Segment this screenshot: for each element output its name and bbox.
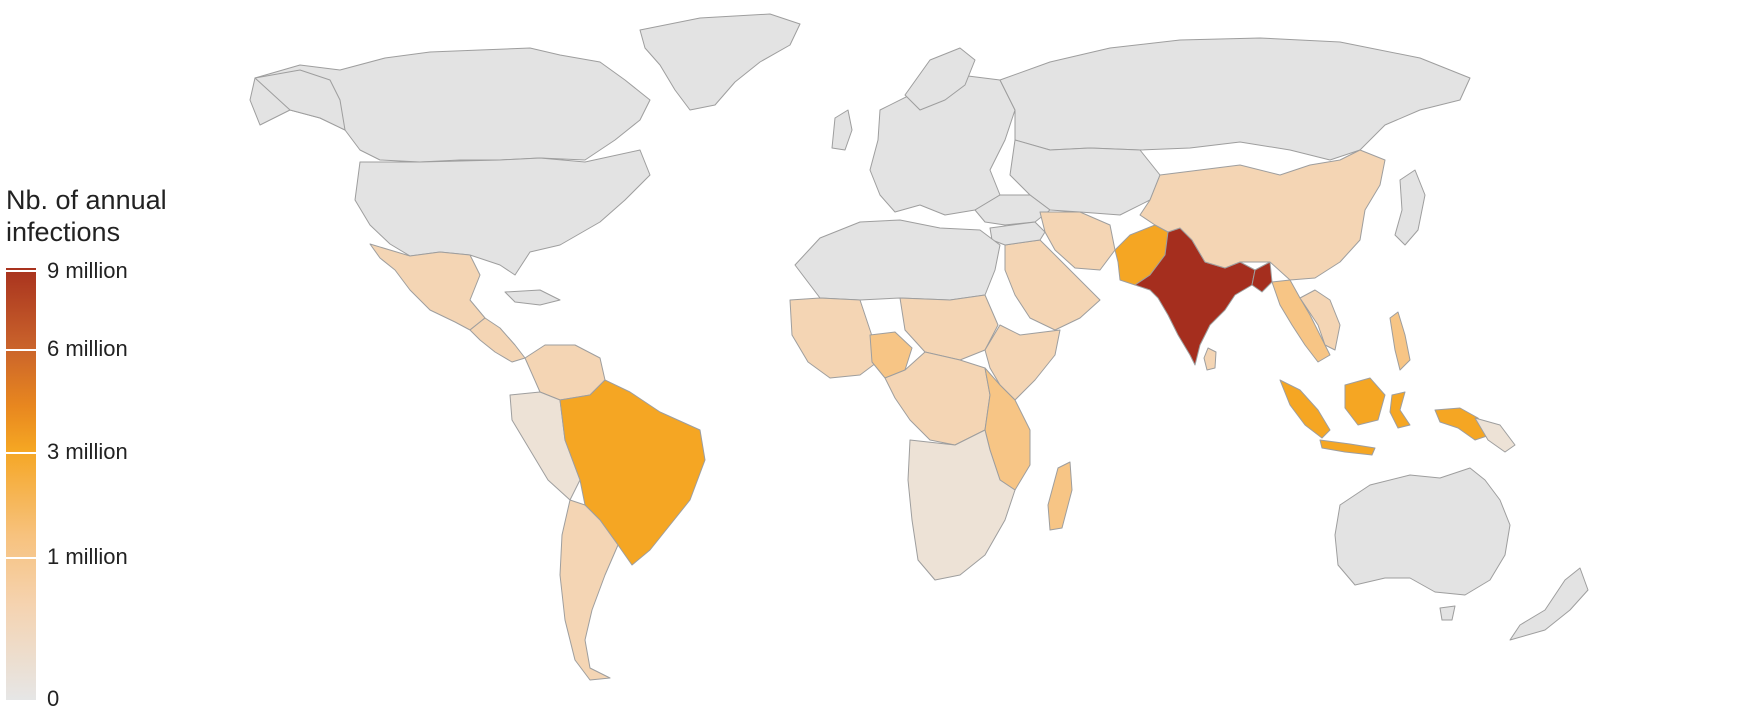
region-myanmar-thailand [1271, 279, 1331, 363]
legend-tick-3m [6, 452, 36, 454]
legend-title: Nb. of annual infections [6, 184, 196, 248]
region-sri-lanka [1203, 347, 1217, 371]
region-tasmania [1439, 605, 1456, 621]
region-north-africa [794, 219, 1001, 301]
legend-label-zero: 0 [47, 686, 60, 711]
region-greenland [639, 13, 801, 111]
legend-tick-9m [6, 270, 36, 272]
legend-title-line-2: infections [6, 217, 121, 247]
region-indochina [1299, 289, 1341, 351]
region-peru-ecuador [509, 391, 581, 501]
region-saudi-arabia [1004, 239, 1101, 331]
legend-tick-6m [6, 349, 36, 351]
region-mexico [369, 243, 486, 331]
region-sulawesi [1389, 391, 1411, 429]
region-uk [831, 109, 853, 151]
region-caribbean [504, 289, 561, 306]
region-scandinavia [904, 47, 976, 111]
legend-label-6-million: 6 million [47, 336, 128, 361]
region-alaska [254, 69, 346, 131]
legend-label-1-million: 1 million [47, 544, 128, 569]
legend-label-3-million: 3 million [47, 439, 128, 464]
region-iran [1039, 211, 1116, 271]
region-philippines [1389, 311, 1411, 371]
region-united-states [354, 149, 651, 276]
region-new-guinea [1434, 407, 1491, 441]
region-bangladesh [1251, 261, 1273, 293]
region-sudan-chad [899, 294, 999, 361]
region-horn-of-africa [984, 324, 1061, 401]
legend-tick-1m [6, 557, 36, 559]
region-new-zealand [1509, 567, 1589, 641]
legend-title-line-1: Nb. of annual [6, 185, 167, 215]
region-russia [999, 37, 1471, 161]
region-sumatra [1279, 379, 1331, 439]
region-madagascar [1047, 461, 1073, 531]
region-borneo [1344, 377, 1386, 426]
region-argentina-chile [559, 499, 619, 681]
region-java [1319, 439, 1376, 456]
region-papua-new-guinea [1474, 417, 1516, 453]
legend-label-9-million: 9 million [47, 258, 128, 283]
region-australia [1334, 467, 1511, 596]
region-southern-africa [907, 429, 1016, 581]
region-west-africa [789, 297, 881, 379]
legend-color-bar [6, 268, 36, 700]
region-japan-korea [1394, 169, 1426, 246]
region-central-asia [1009, 139, 1161, 216]
region-central-america [469, 317, 526, 363]
region-china [1139, 149, 1386, 281]
region-brazil [559, 379, 706, 566]
